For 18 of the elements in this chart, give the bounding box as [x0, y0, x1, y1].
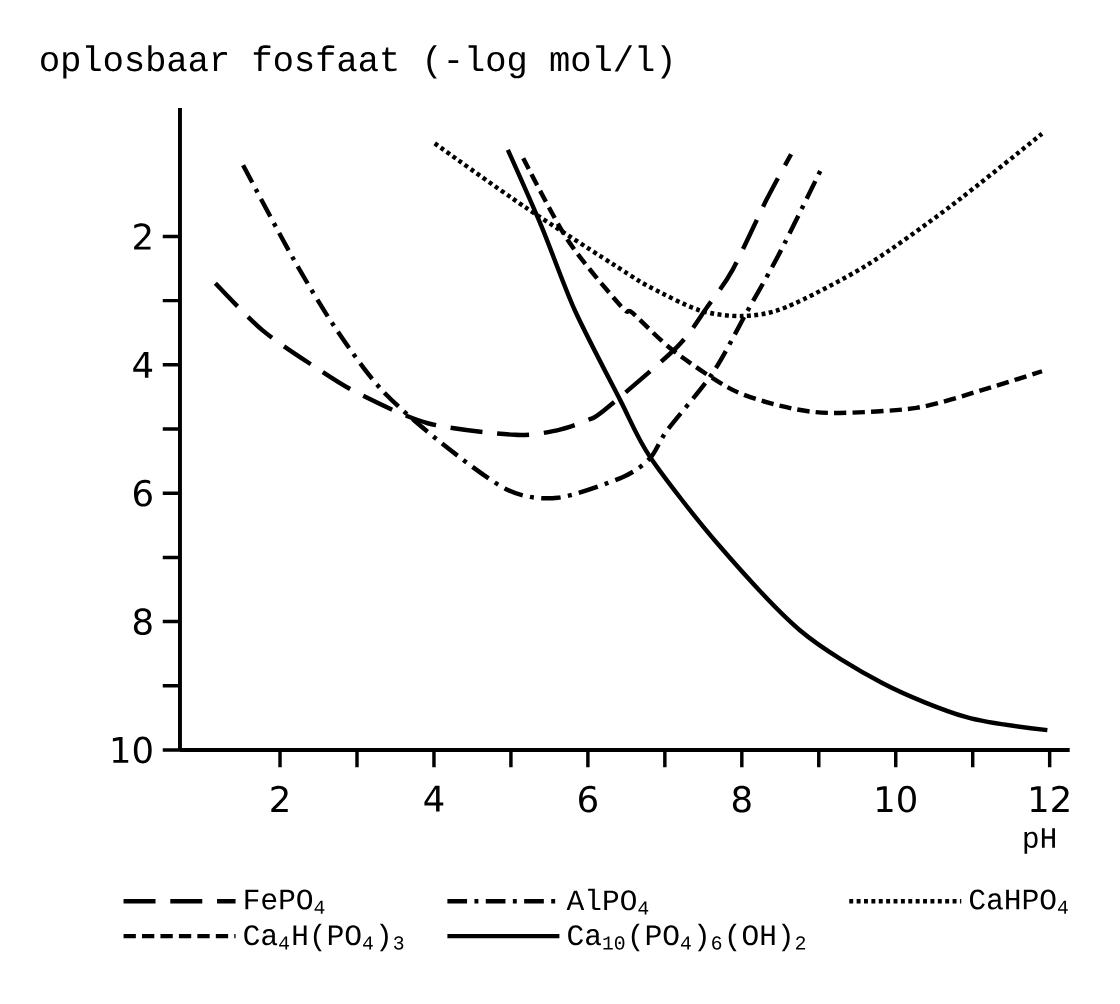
- y-tick-label: 2: [134, 223, 151, 250]
- x-tick-label: 12: [1031, 785, 1069, 813]
- x-tick-label: 2: [271, 785, 288, 813]
- y-axis-title: oplosbaar fosfaat (-log mol/l): [41, 45, 671, 79]
- legend-label: Ca$_{10}$(PO$_{4}$)$_{6}$(OH)$_{2}$: [568, 923, 806, 952]
- x-tick-label: 8: [732, 785, 751, 813]
- legend-label: FePO$_{4}$: [245, 889, 325, 914]
- y-tick-label: 4: [133, 351, 153, 378]
- y-tick-label: 8: [133, 608, 152, 635]
- x-tick-label: 4: [424, 785, 444, 812]
- y-tick-label: 10: [112, 736, 152, 764]
- legend-label: AlPO$_{4}$: [566, 888, 649, 915]
- legend-label: CaHPO$_{4}$: [970, 889, 1068, 914]
- x-tick-label: 10: [877, 785, 916, 813]
- x-tick-label: 6: [579, 785, 597, 813]
- y-tick-label: 6: [133, 479, 152, 507]
- legend-label: Ca$_{4}$H(PO$_{4}$)$_{3}$: [244, 923, 404, 952]
- x-axis-title: pH: [1024, 828, 1055, 854]
